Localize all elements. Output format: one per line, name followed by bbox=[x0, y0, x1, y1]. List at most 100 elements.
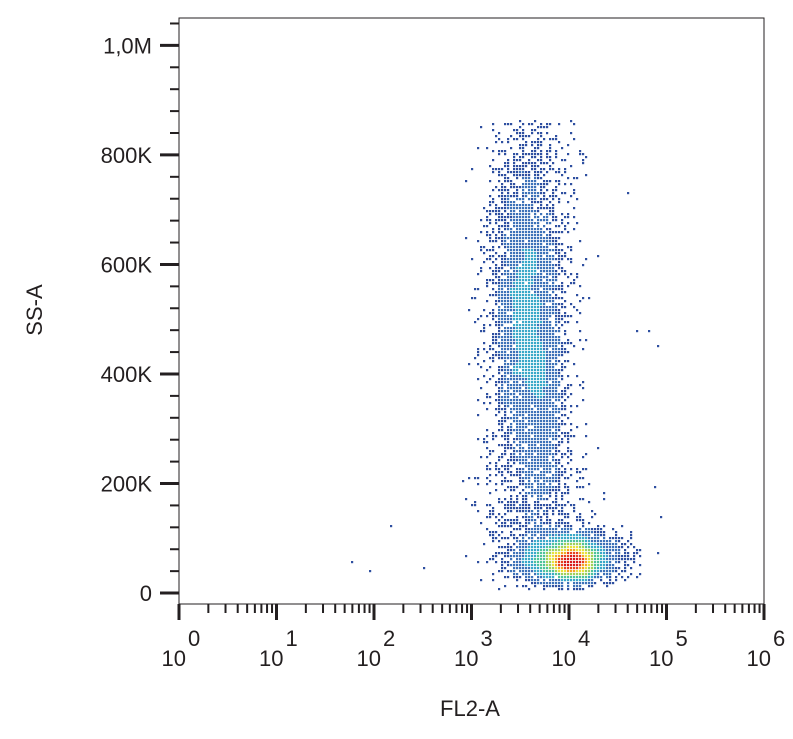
data-point bbox=[561, 396, 564, 399]
data-point bbox=[546, 153, 549, 156]
data-point bbox=[555, 216, 558, 219]
data-point bbox=[519, 252, 522, 255]
data-point bbox=[531, 270, 534, 273]
data-point bbox=[504, 342, 507, 345]
data-point bbox=[501, 423, 504, 426]
data-point bbox=[540, 432, 543, 435]
data-point bbox=[564, 540, 567, 543]
data-point bbox=[540, 261, 543, 264]
data-point bbox=[525, 390, 528, 393]
data-point bbox=[564, 504, 567, 507]
data-point bbox=[552, 480, 555, 483]
data-point bbox=[531, 204, 534, 207]
data-point bbox=[597, 255, 600, 258]
data-point bbox=[525, 210, 528, 213]
data-point bbox=[555, 549, 558, 552]
data-point bbox=[519, 225, 522, 228]
data-point bbox=[534, 468, 537, 471]
data-point bbox=[549, 288, 552, 291]
data-point bbox=[522, 291, 525, 294]
data-point bbox=[528, 204, 531, 207]
data-point bbox=[624, 558, 627, 561]
data-point bbox=[576, 276, 579, 279]
data-point bbox=[582, 561, 585, 564]
data-point bbox=[498, 357, 501, 360]
data-point bbox=[540, 279, 543, 282]
data-point bbox=[534, 402, 537, 405]
data-point bbox=[537, 141, 540, 144]
data-point bbox=[507, 537, 510, 540]
data-point bbox=[537, 138, 540, 141]
data-point bbox=[621, 546, 624, 549]
data-point bbox=[495, 393, 498, 396]
data-point bbox=[618, 537, 621, 540]
data-point bbox=[486, 447, 489, 450]
data-point bbox=[537, 360, 540, 363]
data-point bbox=[498, 405, 501, 408]
data-point bbox=[540, 213, 543, 216]
data-point bbox=[549, 138, 552, 141]
data-point bbox=[636, 552, 639, 555]
data-point bbox=[561, 528, 564, 531]
data-point bbox=[501, 261, 504, 264]
data-point bbox=[486, 279, 489, 282]
data-point bbox=[540, 576, 543, 579]
data-point bbox=[543, 339, 546, 342]
data-point bbox=[549, 447, 552, 450]
data-point bbox=[516, 309, 519, 312]
data-point bbox=[519, 288, 522, 291]
data-point bbox=[540, 516, 543, 519]
data-point bbox=[540, 483, 543, 486]
data-point bbox=[522, 540, 525, 543]
data-point bbox=[558, 411, 561, 414]
data-point bbox=[537, 477, 540, 480]
data-point bbox=[627, 555, 630, 558]
data-point bbox=[549, 390, 552, 393]
x-tick-label: 10 bbox=[454, 646, 478, 671]
data-point bbox=[531, 360, 534, 363]
data-point bbox=[507, 237, 510, 240]
data-point bbox=[531, 513, 534, 516]
data-point bbox=[549, 507, 552, 510]
data-point bbox=[561, 267, 564, 270]
data-point bbox=[504, 498, 507, 501]
data-point bbox=[537, 327, 540, 330]
data-point bbox=[558, 540, 561, 543]
data-point bbox=[549, 201, 552, 204]
data-point bbox=[537, 282, 540, 285]
data-point bbox=[531, 249, 534, 252]
data-point bbox=[561, 390, 564, 393]
data-point bbox=[516, 303, 519, 306]
data-point bbox=[537, 558, 540, 561]
data-point bbox=[522, 246, 525, 249]
data-point bbox=[582, 486, 585, 489]
data-point bbox=[549, 576, 552, 579]
data-point bbox=[504, 372, 507, 375]
data-point bbox=[561, 531, 564, 534]
data-point bbox=[546, 438, 549, 441]
data-point bbox=[540, 231, 543, 234]
data-point bbox=[525, 357, 528, 360]
data-point bbox=[555, 312, 558, 315]
data-point bbox=[531, 396, 534, 399]
data-point bbox=[543, 138, 546, 141]
data-point bbox=[564, 216, 567, 219]
data-point bbox=[573, 510, 576, 513]
data-point bbox=[504, 216, 507, 219]
data-point bbox=[567, 276, 570, 279]
data-point bbox=[513, 552, 516, 555]
data-point bbox=[507, 165, 510, 168]
data-point bbox=[522, 150, 525, 153]
data-point bbox=[525, 573, 528, 576]
data-point bbox=[567, 486, 570, 489]
data-point bbox=[552, 258, 555, 261]
data-point bbox=[486, 351, 489, 354]
data-point bbox=[504, 228, 507, 231]
data-point bbox=[579, 528, 582, 531]
data-point bbox=[528, 510, 531, 513]
data-point bbox=[543, 363, 546, 366]
data-point bbox=[513, 384, 516, 387]
data-point bbox=[546, 423, 549, 426]
data-point bbox=[636, 576, 639, 579]
data-point bbox=[534, 210, 537, 213]
